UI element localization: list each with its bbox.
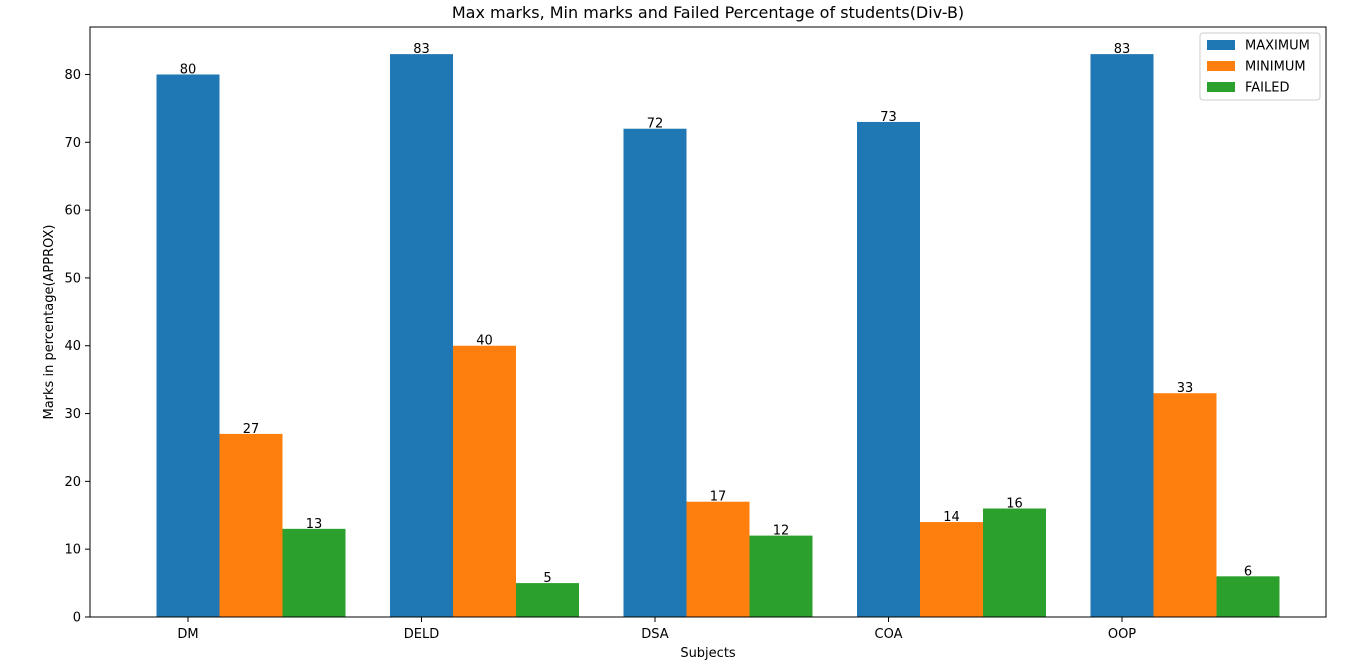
data-label-failed-dm: 13 xyxy=(306,517,323,532)
y-axis: 0 10 20 30 40 50 60 70 80 xyxy=(64,68,90,626)
data-label-maximum-dm: 80 xyxy=(180,62,197,77)
bar-failed-dm xyxy=(282,528,346,617)
x-tick-label-deld: DELD xyxy=(404,627,439,642)
x-axis-title: Subjects xyxy=(680,646,736,661)
data-labels-layer: 80 27 13 83 40 5 72 17 12 73 14 16 83 33 6 xyxy=(180,42,1252,586)
data-label-maximum-coa: 73 xyxy=(880,110,897,125)
legend-label-minimum: MINIMUM xyxy=(1245,60,1306,75)
bar-minimum-deld xyxy=(453,345,516,617)
x-tick-label-oop: OOP xyxy=(1108,627,1136,642)
bar-maximum-dm xyxy=(156,74,220,618)
data-label-maximum-dsa: 72 xyxy=(647,117,664,132)
x-tick-label-coa: COA xyxy=(875,627,903,642)
data-label-minimum-oop: 33 xyxy=(1177,381,1194,396)
bar-failed-dsa xyxy=(749,535,813,617)
data-label-failed-dsa: 12 xyxy=(773,524,790,539)
y-tick-label: 10 xyxy=(64,543,81,558)
bar-minimum-dsa xyxy=(686,501,750,617)
data-label-maximum-oop: 83 xyxy=(1114,42,1131,57)
bar-minimum-dm xyxy=(219,433,283,617)
y-tick-label: 30 xyxy=(64,407,81,422)
data-label-minimum-dsa: 17 xyxy=(710,490,727,505)
bar-maximum-oop xyxy=(1090,54,1154,617)
y-tick-label: 60 xyxy=(64,204,81,219)
y-tick-label: 50 xyxy=(64,271,81,286)
data-label-maximum-deld: 83 xyxy=(413,42,430,57)
bar-maximum-deld xyxy=(390,54,453,617)
legend-swatch-maximum xyxy=(1207,40,1235,50)
x-tick-label-dm: DM xyxy=(177,627,198,642)
data-label-minimum-deld: 40 xyxy=(476,334,493,349)
data-label-failed-coa: 16 xyxy=(1006,496,1023,511)
bars-layer xyxy=(156,54,1280,618)
data-label-minimum-dm: 27 xyxy=(243,422,260,437)
y-tick-label: 80 xyxy=(64,68,81,83)
bar-maximum-coa xyxy=(857,121,920,617)
bar-failed-coa xyxy=(983,508,1046,617)
bar-failed-oop xyxy=(1216,576,1280,617)
data-label-failed-oop: 6 xyxy=(1244,564,1252,579)
bar-maximum-dsa xyxy=(623,128,687,618)
bar-minimum-coa xyxy=(920,522,983,617)
x-axis: DM DELD DSA COA OOP xyxy=(177,617,1136,642)
legend-swatch-minimum xyxy=(1207,61,1235,71)
plot-frame xyxy=(89,26,1327,618)
y-tick-label: 0 xyxy=(73,611,81,626)
legend-swatch-failed xyxy=(1207,82,1235,92)
y-tick-label: 70 xyxy=(64,136,81,151)
legend: MAXIMUM MINIMUM FAILED xyxy=(1199,32,1321,101)
y-tick-label: 20 xyxy=(64,475,81,490)
bar-minimum-oop xyxy=(1153,393,1217,617)
y-tick-label: 40 xyxy=(64,339,81,354)
data-label-failed-deld: 5 xyxy=(543,571,551,586)
x-tick-label-dsa: DSA xyxy=(641,627,669,642)
legend-label-maximum: MAXIMUM xyxy=(1245,39,1310,54)
bar-failed-deld xyxy=(516,583,579,617)
chart-title: Max marks, Min marks and Failed Percenta… xyxy=(452,3,964,22)
data-label-minimum-coa: 14 xyxy=(943,510,960,525)
legend-label-failed: FAILED xyxy=(1245,81,1289,96)
y-axis-title: Marks in percentage(APPROX) xyxy=(42,224,57,419)
